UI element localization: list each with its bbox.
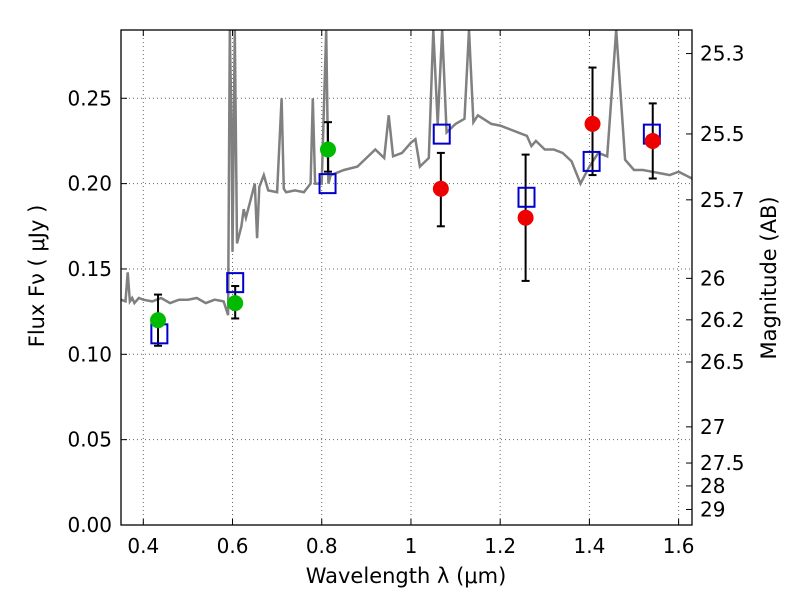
plot-frame <box>120 29 693 526</box>
model-point <box>517 186 536 208</box>
spectrum-line <box>121 30 692 316</box>
model-point <box>226 272 245 294</box>
y-tick-label: 0.15 <box>67 257 112 281</box>
x-tick-label: 0.6 <box>217 534 249 558</box>
observed-point-green <box>150 312 167 329</box>
y-tick-label: 0.20 <box>67 172 112 196</box>
y2-tick-label: 27.5 <box>700 451 745 475</box>
observed-points <box>150 115 661 329</box>
y2-tick-label: 25.7 <box>700 188 745 212</box>
y2-tick-label: 29 <box>700 497 725 521</box>
ticks <box>121 30 692 526</box>
observed-point-red <box>644 132 661 149</box>
y2-tick-label: 27 <box>700 415 725 439</box>
grid-lines <box>121 30 692 526</box>
y2-tick-label: 26.5 <box>700 350 745 374</box>
model-point <box>432 123 451 145</box>
observed-point-red <box>432 180 449 197</box>
x-tick-label: 1.4 <box>573 534 605 558</box>
y2-tick-label: 25.5 <box>700 122 745 146</box>
x-tick-label: 0.4 <box>127 534 159 558</box>
y-tick-label: 0.10 <box>67 342 112 366</box>
y2-tick-label: 28 <box>700 474 725 498</box>
x-tick-label: 0.8 <box>306 534 338 558</box>
observed-point-red <box>584 115 601 132</box>
y-axis-label: Flux Fν ( μJy ) <box>25 205 49 348</box>
y2-axis-label: Magnitude (AB) <box>757 196 781 359</box>
plot-area <box>121 30 692 347</box>
y-tick-label: 0.25 <box>67 86 112 110</box>
x-tick-label: 1.6 <box>663 534 695 558</box>
model-point <box>582 150 601 172</box>
observed-point-green <box>227 295 244 312</box>
y2-tick-label: 25.3 <box>700 42 745 66</box>
x-tick-label: 1 <box>405 534 418 558</box>
y-tick-label: 0.00 <box>67 513 112 537</box>
model-point <box>318 173 337 195</box>
y-tick-labels: 0.00 0.05 0.10 0.15 0.20 0.25 <box>67 86 112 537</box>
observed-point-red <box>517 209 534 226</box>
x-axis-label: Wavelength λ (μm) <box>306 564 507 588</box>
observed-point-green <box>319 141 336 158</box>
y2-tick-label: 26 <box>700 266 725 290</box>
x-tick-label: 1.2 <box>484 534 516 558</box>
y-tick-label: 0.05 <box>67 428 112 452</box>
y2-tick-label: 26.2 <box>700 308 745 332</box>
x-tick-labels: 0.4 0.6 0.8 1 1.2 1.4 1.6 <box>127 534 694 558</box>
